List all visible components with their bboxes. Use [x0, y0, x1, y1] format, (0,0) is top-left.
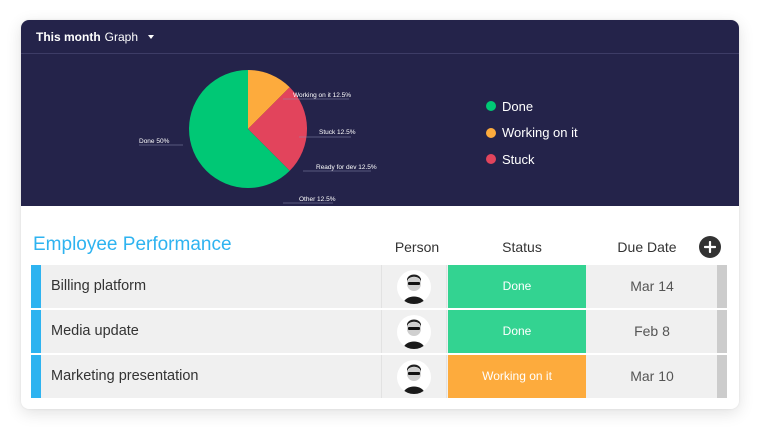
legend-label: Done	[502, 98, 534, 114]
row-end-handle	[717, 355, 727, 398]
person-cell[interactable]	[381, 310, 447, 353]
legend-item-stuck: Stuck	[486, 146, 578, 173]
pie-chart: Done 50% Working on it 12.5% Stuck 12.5% Re…	[139, 70, 377, 204]
item-name[interactable]: Marketing presentation	[51, 368, 199, 384]
pie-slice[interactable]	[248, 129, 290, 188]
pie-slice-label: Working on it 12.5%	[293, 92, 351, 99]
plus-icon	[704, 241, 716, 253]
board-title[interactable]: Employee Performance	[33, 234, 232, 255]
table-row[interactable]: Billing platform Done Mar 14	[31, 265, 727, 308]
pie-slice[interactable]	[248, 70, 290, 129]
legend-dot-done	[486, 101, 496, 112]
due-date[interactable]: Mar 10	[630, 368, 674, 384]
table-row[interactable]: Media update Done Feb 8	[31, 310, 727, 353]
avatar[interactable]	[397, 269, 431, 304]
person-cell[interactable]	[381, 355, 447, 398]
row-end-handle	[717, 265, 727, 308]
status-badge[interactable]: Done	[448, 265, 586, 308]
column-header-person[interactable]: Person	[394, 239, 440, 255]
due-date[interactable]: Mar 14	[630, 278, 674, 294]
column-header-status[interactable]: Status	[502, 239, 542, 255]
legend-dot-working	[486, 127, 496, 138]
row-end-handle	[717, 310, 727, 353]
period-label: This month	[36, 29, 101, 44]
pie-slice-label: Done 50%	[139, 138, 170, 145]
pie-slice[interactable]	[189, 70, 248, 188]
pie-slice[interactable]	[248, 129, 307, 171]
legend-label: Working on it	[502, 125, 578, 141]
chart-legend: Done Working on it Stuck	[486, 93, 578, 173]
legend-item-done: Done	[486, 93, 578, 120]
legend-dot-stuck	[486, 154, 496, 165]
table-row[interactable]: Marketing presentation Working on it Mar…	[31, 355, 727, 398]
due-date[interactable]: Feb 8	[634, 323, 670, 339]
avatar[interactable]	[397, 359, 431, 394]
pie-slice-label: Stuck 12.5%	[319, 129, 356, 136]
pie-slice-label: Ready for dev 12.5%	[316, 164, 377, 171]
legend-label: Stuck	[502, 151, 535, 167]
avatar[interactable]	[397, 314, 431, 349]
pie-slice-label: Other 12.5%	[299, 196, 336, 203]
column-header-due-date[interactable]: Due Date	[617, 239, 677, 255]
status-badge[interactable]: Done	[448, 310, 586, 353]
add-column-button[interactable]	[699, 236, 721, 258]
item-name[interactable]: Billing platform	[51, 278, 147, 294]
legend-item-working-on-it: Working on it	[486, 120, 578, 147]
graph-panel: This month Graph Done 50% Working on it 1…	[21, 20, 739, 206]
row-accent	[31, 355, 41, 398]
caret-down-icon[interactable]	[148, 34, 155, 39]
row-accent	[31, 310, 41, 353]
dashboard-card: This month Graph Done 50% Working on it 1…	[21, 20, 739, 409]
item-name[interactable]: Media update	[51, 323, 139, 339]
person-cell[interactable]	[381, 265, 447, 308]
pie-slice[interactable]	[248, 87, 307, 129]
row-accent	[31, 265, 41, 308]
status-badge[interactable]: Working on it	[448, 355, 586, 398]
view-label: Graph	[104, 29, 139, 44]
graph-header[interactable]: This month Graph	[21, 20, 739, 54]
